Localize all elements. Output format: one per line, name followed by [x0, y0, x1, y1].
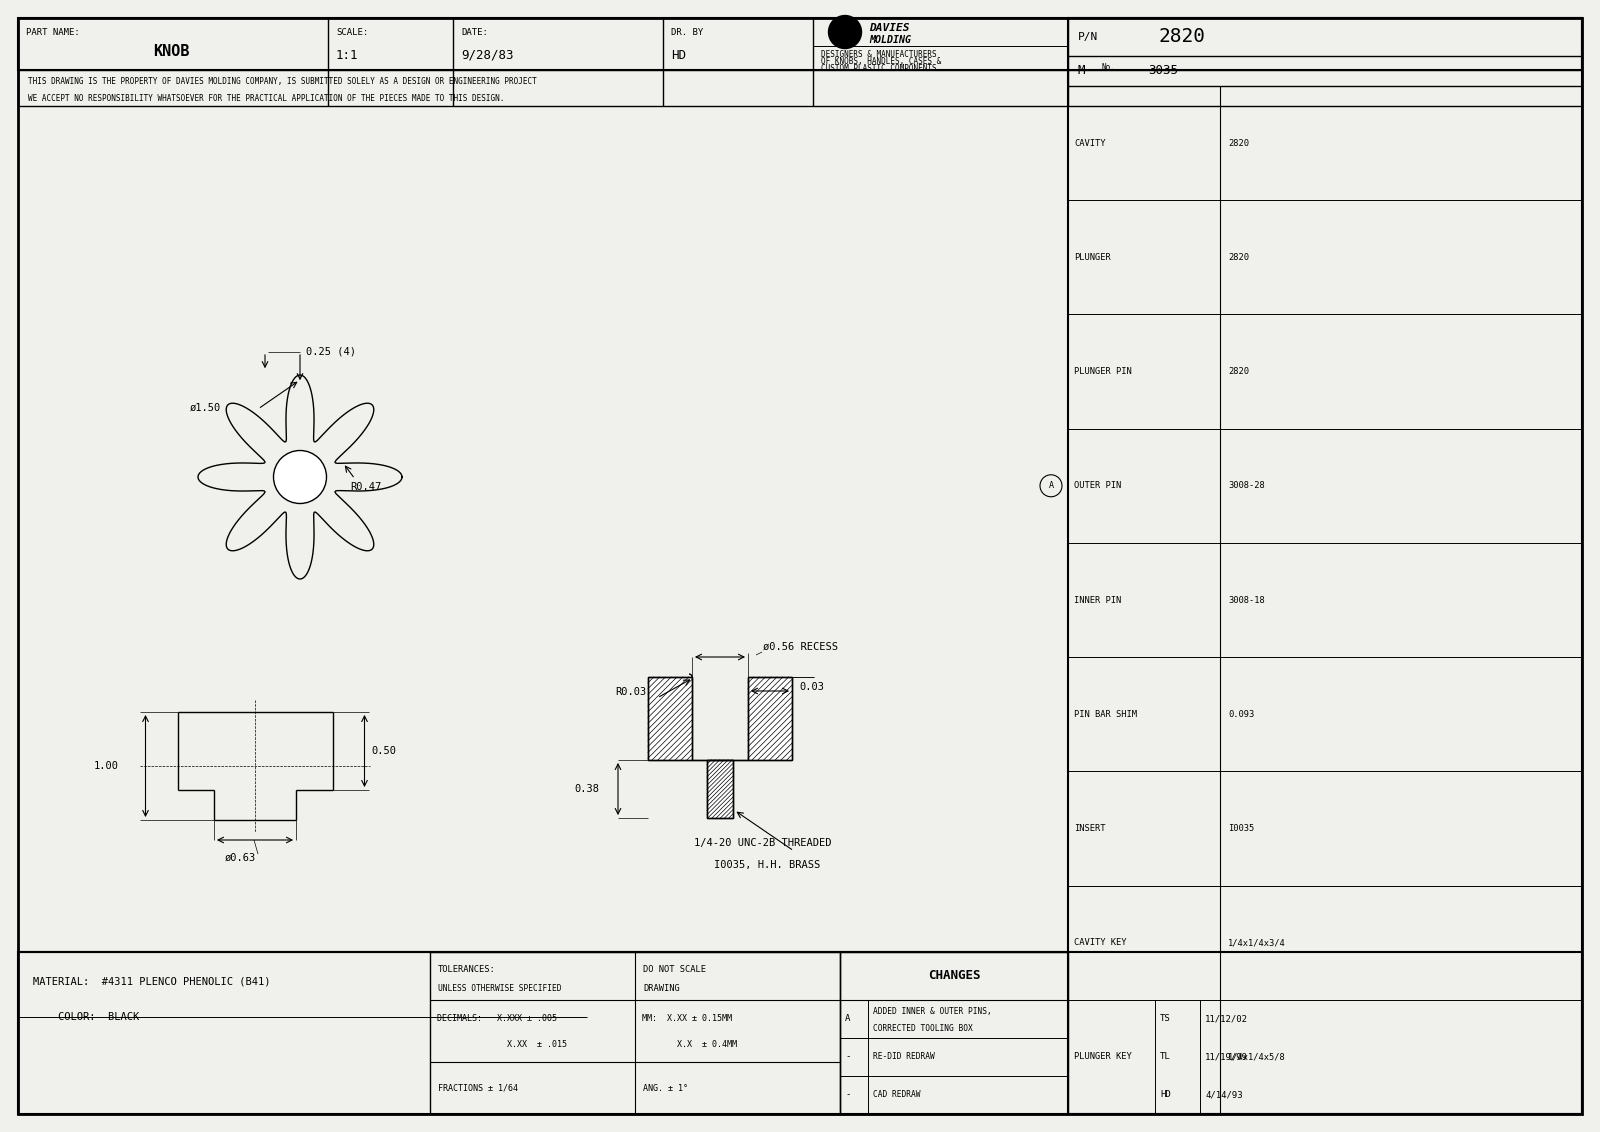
- Text: No.: No.: [1102, 62, 1115, 71]
- Text: 2820: 2820: [1229, 367, 1250, 376]
- Text: ø1.50: ø1.50: [190, 403, 221, 413]
- Text: DR. BY: DR. BY: [670, 28, 704, 37]
- Bar: [749, 677, 792, 760]
- Text: A: A: [1048, 481, 1053, 490]
- Bar: [648, 677, 691, 760]
- Text: OUTER PIN: OUTER PIN: [1074, 481, 1122, 490]
- Text: P/N: P/N: [1078, 32, 1098, 42]
- Text: 11/19/99: 11/19/99: [1205, 1053, 1248, 1062]
- Bar: [707, 760, 733, 818]
- Text: TS: TS: [1160, 1014, 1171, 1023]
- Text: PIN BAR SHIM: PIN BAR SHIM: [1074, 710, 1138, 719]
- Text: X.XX  ± .015: X.XX ± .015: [437, 1040, 566, 1049]
- Text: PART NAME:: PART NAME:: [26, 28, 80, 37]
- Text: DECIMALS:   X.XXX ± .005: DECIMALS: X.XXX ± .005: [437, 1014, 557, 1023]
- Text: MATERIAL:  #4311 PLENCO PHENOLIC (B41): MATERIAL: #4311 PLENCO PHENOLIC (B41): [34, 976, 270, 986]
- Text: CAVITY: CAVITY: [1074, 138, 1106, 147]
- Text: COLOR:  BLACK: COLOR: BLACK: [34, 1012, 139, 1022]
- Text: -: -: [845, 1053, 850, 1062]
- Text: CUSTOM PLASTIC COMPONENTS: CUSTOM PLASTIC COMPONENTS: [821, 65, 936, 74]
- Text: -: -: [845, 1090, 850, 1099]
- Text: DO NOT SCALE: DO NOT SCALE: [643, 964, 706, 974]
- Text: SCALE:: SCALE:: [336, 28, 368, 37]
- Text: X.X  ± 0.4MM: X.X ± 0.4MM: [642, 1040, 738, 1049]
- Bar: [18, 18, 1582, 70]
- Text: DRAWING: DRAWING: [643, 984, 680, 993]
- Text: OF KNOBS, HANDLES, CASES &: OF KNOBS, HANDLES, CASES &: [821, 58, 941, 66]
- Text: 1.00: 1.00: [93, 761, 118, 771]
- Text: ADDED INNER & OUTER PINS,: ADDED INNER & OUTER PINS,: [874, 1007, 992, 1017]
- Text: 0.03: 0.03: [798, 681, 824, 692]
- Text: 11/12/02: 11/12/02: [1205, 1014, 1248, 1023]
- Bar: [18, 952, 1582, 1114]
- Bar: [18, 70, 1582, 106]
- Circle shape: [829, 16, 861, 49]
- Text: CORRECTED TOOLING BOX: CORRECTED TOOLING BOX: [874, 1023, 973, 1032]
- Text: MM:  X.XX ± 0.15MM: MM: X.XX ± 0.15MM: [642, 1014, 733, 1023]
- Text: 9/28/83: 9/28/83: [461, 49, 514, 62]
- Text: INSERT: INSERT: [1074, 824, 1106, 833]
- Text: HD: HD: [1160, 1090, 1171, 1099]
- Text: 3008-18: 3008-18: [1229, 595, 1264, 604]
- Text: I0035, H.H. BRASS: I0035, H.H. BRASS: [714, 860, 821, 871]
- Text: ø0.63: ø0.63: [224, 854, 256, 863]
- Bar: [840, 952, 1069, 1114]
- Text: 4/14/93: 4/14/93: [1205, 1090, 1243, 1099]
- Text: 1/4-20 UNC-2B THREADED: 1/4-20 UNC-2B THREADED: [694, 838, 832, 848]
- Text: 0.50: 0.50: [371, 746, 397, 756]
- Text: ANG. ± 1°: ANG. ± 1°: [643, 1083, 688, 1092]
- Text: RE-DID REDRAW: RE-DID REDRAW: [874, 1053, 934, 1062]
- Text: ø0.56 RECESS: ø0.56 RECESS: [763, 642, 838, 652]
- Text: I0035: I0035: [1229, 824, 1254, 833]
- Text: MOLDING: MOLDING: [869, 35, 910, 45]
- Text: 1:1: 1:1: [336, 49, 358, 62]
- Text: DAVIES: DAVIES: [869, 24, 909, 34]
- Bar: [430, 952, 840, 1114]
- Text: 1/4x1/4x3/4: 1/4x1/4x3/4: [1229, 938, 1286, 947]
- Text: 2820: 2820: [1158, 27, 1205, 46]
- Text: THIS DRAWING IS THE PROPERTY OF DAVIES MOLDING COMPANY, IS SUBMITTED SOLELY AS A: THIS DRAWING IS THE PROPERTY OF DAVIES M…: [29, 77, 536, 86]
- Circle shape: [274, 451, 326, 504]
- Text: DATE:: DATE:: [461, 28, 488, 37]
- Text: FRACTIONS ± 1/64: FRACTIONS ± 1/64: [438, 1083, 518, 1092]
- Text: UNLESS OTHERWISE SPECIFIED: UNLESS OTHERWISE SPECIFIED: [438, 984, 562, 993]
- Text: R0.03: R0.03: [614, 687, 646, 697]
- Text: 0.25 (4): 0.25 (4): [306, 348, 355, 357]
- Text: A: A: [845, 1014, 850, 1023]
- Text: 2820: 2820: [1229, 252, 1250, 261]
- Text: KNOB: KNOB: [154, 44, 189, 59]
- Text: INNER PIN: INNER PIN: [1074, 595, 1122, 604]
- Text: PLUNGER KEY: PLUNGER KEY: [1074, 1053, 1131, 1062]
- Text: 0.093: 0.093: [1229, 710, 1254, 719]
- Text: 1/4x1/4x5/8: 1/4x1/4x5/8: [1229, 1053, 1286, 1062]
- Text: CAVITY KEY: CAVITY KEY: [1074, 938, 1126, 947]
- Text: PLUNGER PIN: PLUNGER PIN: [1074, 367, 1131, 376]
- Text: DESIGNERS & MANUFACTURERS: DESIGNERS & MANUFACTURERS: [821, 50, 936, 59]
- Text: CHANGES: CHANGES: [928, 969, 981, 983]
- Text: HD: HD: [670, 49, 686, 62]
- Text: CAD REDRAW: CAD REDRAW: [874, 1090, 920, 1099]
- Text: 3035: 3035: [1149, 65, 1178, 77]
- Text: M: M: [1078, 65, 1085, 77]
- Text: PLUNGER: PLUNGER: [1074, 252, 1110, 261]
- Text: TOLERANCES:: TOLERANCES:: [438, 964, 496, 974]
- Bar: [1069, 18, 1582, 1114]
- Text: 3008-28: 3008-28: [1229, 481, 1264, 490]
- Text: TL: TL: [1160, 1053, 1171, 1062]
- Text: R0.47: R0.47: [350, 482, 381, 492]
- Text: 0.38: 0.38: [574, 784, 598, 794]
- Text: 2820: 2820: [1229, 138, 1250, 147]
- Text: WE ACCEPT NO RESPONSIBILITY WHATSOEVER FOR THE PRACTICAL APPLICATION OF THE PIEC: WE ACCEPT NO RESPONSIBILITY WHATSOEVER F…: [29, 94, 504, 103]
